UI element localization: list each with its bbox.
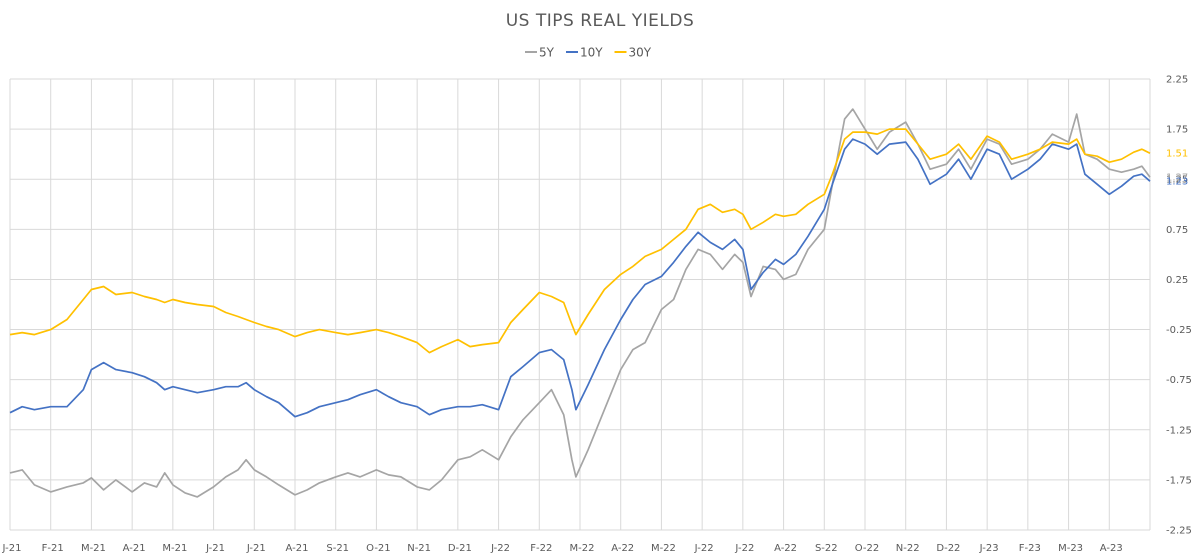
y-tick-label: 1.75 (1166, 125, 1188, 136)
x-tick-label: J-22 (490, 543, 510, 554)
x-tick-label: N-22 (896, 543, 920, 554)
y-tick-label: -0.75 (1166, 375, 1192, 386)
x-tick-label: M-22 (651, 543, 676, 554)
x-tick-label: O-21 (366, 543, 390, 554)
x-tick-label: J-22 (734, 543, 754, 554)
x-tick-label: D-21 (448, 543, 472, 554)
legend-entry-10y: 10Y (580, 46, 603, 60)
x-axis: J-21 F-21 M-21 A-21 M-21 J-21 J-21 A-21 S-21 O-21… (2, 543, 1123, 554)
end-labels: 1.271.23 1.51 (1166, 149, 1188, 188)
x-tick-label: J-21 (246, 543, 266, 554)
x-tick-label: S-22 (815, 543, 838, 554)
y-tick-label: -0.25 (1166, 325, 1192, 336)
legend-entry-30y: 30Y (629, 46, 652, 60)
y-tick-label: -2.25 (1166, 526, 1192, 537)
y-axis: 2.25 1.75 1.25 0.75 0.25 -0.25 -0.75 -1.25 -1.75… (1166, 75, 1192, 537)
x-tick-label: A-21 (286, 543, 309, 554)
y-tick-label: -1.75 (1166, 475, 1192, 486)
series-line-30y (9, 128, 1151, 354)
x-tick-label: A-23 (1100, 543, 1123, 554)
y-tick-label: 1.25 (1166, 175, 1188, 186)
x-tick-label: J-21 (2, 543, 22, 554)
x-tick-label: M-21 (81, 543, 106, 554)
chart-title: US TIPS REAL YIELDS (506, 11, 695, 31)
x-tick-label: M-21 (162, 543, 187, 554)
series-line-5y (9, 108, 1151, 498)
x-tick-label: M-22 (570, 543, 595, 554)
x-tick-label: A-22 (774, 543, 797, 554)
end-label-10y: 1.23 (1166, 177, 1188, 188)
gridlines (9, 78, 1151, 531)
x-tick-label: J-23 (979, 543, 999, 554)
x-tick-label: A-21 (123, 543, 146, 554)
y-tick-label: 0.75 (1166, 225, 1188, 236)
legend: 5Y 10Y 30Y (525, 46, 652, 60)
series-line-10y (9, 138, 1151, 418)
x-tick-label: M-23 (1058, 543, 1083, 554)
x-tick-label: J-22 (694, 543, 714, 554)
x-tick-label: D-22 (936, 543, 960, 554)
legend-entry-5y: 5Y (539, 46, 555, 60)
x-tick-label: F-23 (1019, 543, 1041, 554)
end-label-30y: 1.51 (1166, 149, 1188, 160)
x-tick-label: A-22 (611, 543, 634, 554)
series-lines (9, 108, 1151, 498)
x-tick-label: F-21 (42, 543, 64, 554)
x-tick-label: O-22 (855, 543, 879, 554)
y-tick-label: 2.25 (1166, 75, 1188, 86)
y-tick-label: -1.25 (1166, 425, 1192, 436)
x-tick-label: J-21 (205, 543, 225, 554)
x-tick-label: N-21 (407, 543, 431, 554)
y-tick-label: 0.25 (1166, 275, 1188, 286)
end-label-5y: 1.27 (1166, 173, 1188, 184)
x-tick-label: F-22 (530, 543, 552, 554)
x-tick-label: S-21 (326, 543, 349, 554)
